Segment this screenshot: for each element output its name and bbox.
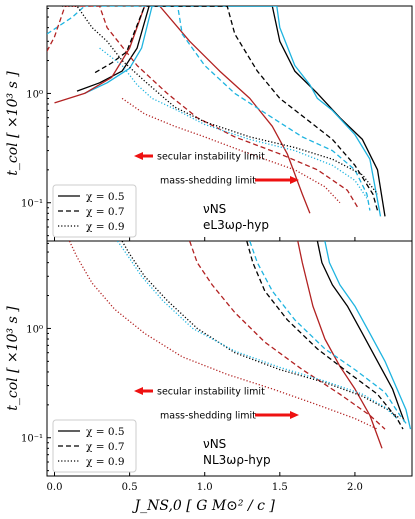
mass-shedding-label: mass-shedding limit [160, 411, 256, 422]
legend-label: χ = 0.5 [86, 191, 125, 203]
y-axis-label: t_col [ ×10³ s ] [5, 71, 21, 176]
y-tick-label: 10⁰ [26, 89, 43, 100]
series-line-black-dotted [62, 6, 379, 195]
legend-label: χ = 0.5 [86, 426, 125, 438]
series-group [47, 6, 386, 217]
bottom-panel: 10⁻¹ 10⁰ t_col [ ×10³ s ] secular instabili… [5, 240, 413, 477]
series-line-black-solid [76, 6, 386, 217]
series-line-cyan-dotted [117, 241, 398, 419]
secular-limit-label: secular instability limit [157, 152, 265, 163]
secular-arrow-head [134, 387, 143, 395]
series-line-red-dotted [121, 97, 341, 204]
eos-label-line2: NL3ωρ-hyp [203, 453, 271, 467]
secular-arrow-head [134, 152, 143, 160]
mass-shedding-arrow-head [290, 411, 299, 419]
series-line-cyan-dashed [249, 241, 409, 426]
mass-shedding-arrow-head [290, 176, 299, 184]
series-line-red-dashed [189, 241, 386, 430]
series-line-cyan-dotted [99, 47, 368, 199]
eos-label-line1: νNS [203, 437, 226, 451]
series-line-red-dotted [68, 241, 378, 430]
series-line-red-solid [54, 6, 311, 214]
y-tick-label: 10⁻¹ [21, 199, 43, 210]
series-line-red-solid [297, 241, 383, 449]
series-line-cyan-solid [324, 241, 412, 430]
series-line-red-dashed [47, 6, 359, 209]
eos-label-line2: eL3ωρ-hyp [203, 218, 269, 232]
series-line-black-dotted [121, 241, 401, 420]
x-tick-label: 1.5 [272, 482, 288, 493]
series-group [68, 241, 412, 449]
eos-label-line1: νNS [203, 202, 226, 216]
x-tick-label: 2.0 [347, 482, 363, 493]
legend-label: χ = 0.7 [86, 206, 125, 218]
legend-label: χ = 0.9 [86, 456, 125, 468]
legend-box [52, 184, 137, 238]
plot-frame [46, 240, 413, 477]
series-line-black-dashed [246, 241, 404, 430]
y-tick-label: 10⁰ [26, 324, 43, 335]
y-axis-label: t_col [ ×10³ s ] [5, 306, 21, 411]
x-axis-label: J_NS,0 [ G M⊙² / c ] [132, 498, 276, 514]
series-line-black-solid [316, 241, 406, 423]
x-tick-label: 1.0 [197, 482, 213, 493]
y-tick-label: 10⁻¹ [21, 434, 43, 445]
legend-label: χ = 0.7 [86, 441, 125, 453]
top-panel: 10⁻¹ 10⁰ t_col [ ×10³ s ] secular instabili… [5, 5, 413, 242]
legend-label: χ = 0.9 [86, 221, 125, 233]
x-axis: 0.0 0.5 1.0 1.5 2.0 J_NS,0 [ G M⊙² / c ] [47, 482, 363, 514]
x-tick-label: 0.5 [122, 482, 138, 493]
x-tick-label: 0.0 [47, 482, 63, 493]
legend-box [52, 419, 137, 473]
secular-limit-label: secular instability limit [157, 387, 265, 398]
mass-shedding-label: mass-shedding limit [160, 176, 256, 187]
series-line-black-dashed [94, 6, 379, 211]
series-line-cyan-solid [84, 6, 382, 217]
